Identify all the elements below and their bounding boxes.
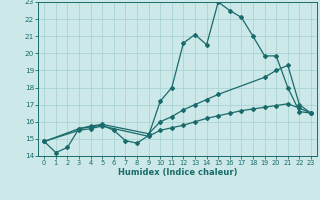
X-axis label: Humidex (Indice chaleur): Humidex (Indice chaleur) xyxy=(118,168,237,177)
